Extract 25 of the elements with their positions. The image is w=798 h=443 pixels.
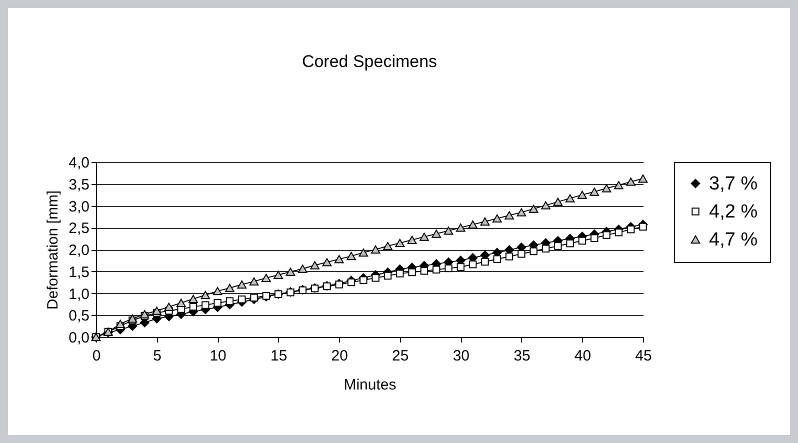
y-tick-label: 1,0	[68, 286, 90, 303]
x-tick-label: 20	[331, 348, 348, 364]
x-tick-label: 0	[92, 348, 101, 364]
legend-label: 3,7 %	[709, 174, 758, 194]
x-tick-label: 25	[392, 348, 409, 364]
x-tick-label: 35	[514, 348, 530, 364]
legend-label: 4,2 %	[709, 202, 758, 222]
x-tick-label: 45	[635, 348, 652, 364]
x-tick-label: 15	[270, 348, 288, 364]
y-tick-label: 3,5	[68, 176, 90, 194]
x-tick-label: 5	[153, 348, 162, 364]
y-tick-label: 4,0	[68, 154, 90, 172]
legend-label: 4,7 %	[709, 230, 758, 250]
y-tick-label: 2,5	[68, 220, 90, 238]
y-tick-label: 0,5	[68, 308, 90, 325]
y-tick-label: 2,0	[68, 242, 90, 259]
y-tick-label: 0,0	[68, 330, 90, 346]
chart-title: Cored Specimens	[302, 52, 438, 71]
y-tick-label: 3,0	[68, 198, 90, 216]
y-tick-label: 1,5	[68, 264, 90, 281]
x-tick-label: 40	[574, 348, 592, 364]
x-tick-label: 30	[452, 348, 470, 364]
x-tick-label: 10	[210, 348, 226, 364]
x-axis-title: Minutes	[344, 376, 396, 394]
y-axis-title: Deformation [mm]	[44, 190, 62, 310]
